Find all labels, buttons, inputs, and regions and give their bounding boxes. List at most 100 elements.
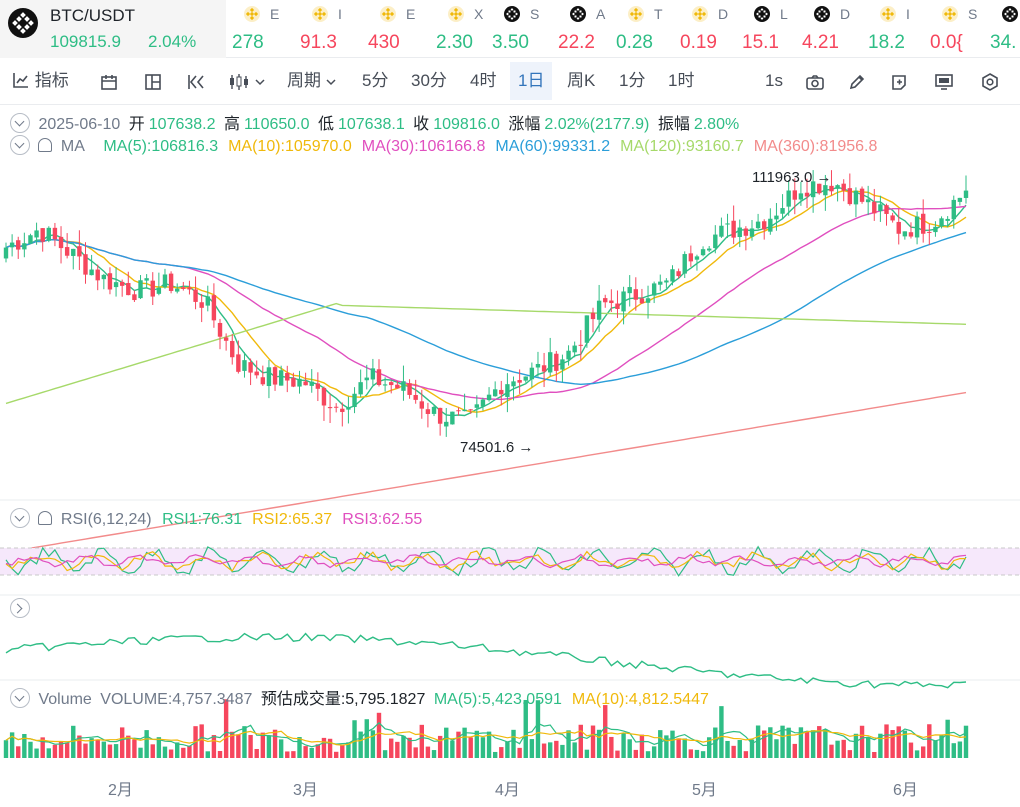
volume-bar [804, 731, 810, 758]
volume-bar [260, 732, 266, 758]
rsi-band [0, 548, 1020, 575]
candle-body [584, 315, 590, 343]
ticker-item[interactable]: D 0.19 [678, 0, 742, 58]
replay-button[interactable] [186, 62, 206, 100]
chart-type-dropdown[interactable] [228, 62, 265, 100]
candle-body [150, 280, 155, 297]
candle-body [810, 181, 816, 198]
ticker-item[interactable]: I 91.3 [298, 0, 362, 58]
interval-tab[interactable]: 1时 [668, 71, 695, 90]
interval-tab[interactable]: 30分 [411, 71, 447, 90]
ticker-item[interactable]: 34. [988, 0, 1020, 58]
rsi-label: RSI(6,12,24) [60, 511, 152, 529]
binance-coin-icon [628, 6, 644, 22]
interval-tab[interactable]: 4时 [470, 71, 497, 90]
candle-body [578, 344, 583, 346]
price-chart[interactable]: 111963.0 → 74501.6 → [0, 100, 1020, 807]
candle-body [297, 378, 302, 387]
screenshot-button[interactable] [805, 62, 825, 100]
volume-bar [450, 740, 455, 758]
candle-body [896, 221, 901, 234]
rsi-line [5, 553, 967, 569]
main-pair-ticker[interactable]: BTC/USDT 109815.9 2.04% [0, 0, 226, 58]
collapse-toggle-icon[interactable] [10, 135, 30, 155]
candle-body [382, 384, 388, 386]
annotate-button[interactable] [890, 62, 908, 100]
volume-bar [615, 750, 620, 758]
volume-legend: Volume VOLUME:4,757.3487 预估成交量:5,795.182… [10, 685, 723, 710]
candle-body [676, 271, 681, 277]
ticker-item[interactable]: S 0.0{ [928, 0, 992, 58]
volume-bar [584, 749, 590, 758]
bell-icon[interactable] [38, 138, 53, 152]
volume-bar [242, 726, 247, 758]
ticker-value: 2.30 [436, 32, 473, 53]
candle-body [444, 421, 449, 427]
candle-body [774, 215, 779, 220]
volume-bar [603, 705, 608, 758]
legend-value: RSI1:76.31 [162, 511, 243, 529]
collapse-toggle-icon[interactable] [10, 112, 30, 133]
volume-bar [480, 737, 486, 758]
candle-body [731, 220, 736, 238]
candle-body [780, 208, 785, 214]
ticker-item[interactable]: X 2.30 [434, 0, 498, 58]
ticker-item[interactable]: D 4.21 [800, 0, 864, 58]
volume-bar [217, 750, 223, 758]
ticker-item[interactable]: T 0.28 [614, 0, 678, 58]
rsi-legend: RSI(6,12,24) RSI1:76.31 RSI2:65.37 RSI3:62… [10, 508, 436, 530]
binance-coin-icon [380, 6, 396, 22]
candle-body [162, 274, 168, 288]
interval-tab[interactable]: 周K [567, 71, 596, 90]
toolbar-divider [0, 104, 1020, 105]
volume-bar [621, 733, 626, 758]
candle-body [168, 273, 174, 291]
interval-tab[interactable]: 1分 [619, 71, 646, 90]
ma-line [5, 302, 967, 405]
screen-button[interactable] [934, 62, 954, 100]
candle-body [535, 363, 541, 368]
candle-body [682, 254, 687, 274]
chevron-down-icon [326, 78, 336, 85]
draw-button[interactable] [848, 62, 866, 100]
legend-value: MA(60):99331.2 [495, 138, 611, 156]
candle-body [670, 269, 675, 282]
volume-bar [762, 730, 767, 758]
indicators-button[interactable]: 指标 [12, 62, 69, 100]
ticker-item[interactable]: L 15.1 [740, 0, 804, 58]
ticker-item[interactable]: A 22.2 [556, 0, 620, 58]
ticker-item[interactable]: I 18.2 [866, 0, 930, 58]
volume-bar [658, 730, 663, 758]
bell-icon[interactable] [38, 511, 53, 525]
ticker-item[interactable]: E 278 [230, 0, 294, 58]
volume-bar [963, 725, 969, 758]
volume-bar [566, 730, 571, 758]
volume-bar [517, 747, 522, 758]
period-dropdown[interactable]: 周期 [287, 62, 336, 100]
candle-body [315, 383, 321, 389]
settings-button[interactable] [980, 62, 1000, 100]
volume-bar [272, 729, 278, 758]
ticker-item[interactable]: S 3.50 [490, 0, 554, 58]
ticker-value: 0.28 [616, 32, 653, 53]
volume-bar [951, 743, 956, 758]
candle-body [914, 216, 920, 238]
expand-toggle-icon[interactable] [10, 598, 30, 618]
collapse-toggle-icon[interactable] [10, 687, 30, 708]
layout-button[interactable] [144, 62, 162, 100]
ticker-item[interactable]: E 430 [366, 0, 430, 58]
collapse-toggle-icon[interactable] [10, 508, 30, 528]
ticker-name: E [406, 6, 416, 22]
calendar-button[interactable] [100, 62, 118, 100]
refresh-rate[interactable]: 1s [765, 71, 783, 90]
volume-bar [774, 739, 779, 758]
interval-tab[interactable]: 5分 [362, 71, 389, 90]
high-label: 高 [223, 116, 240, 133]
candle-body [957, 197, 963, 202]
interval-tab[interactable]: 1日 [510, 62, 553, 100]
candle-body [181, 287, 186, 289]
candle-body [28, 235, 33, 244]
volume-bar [651, 746, 657, 758]
rsi-line [5, 545, 967, 577]
volume-bar [523, 699, 528, 758]
